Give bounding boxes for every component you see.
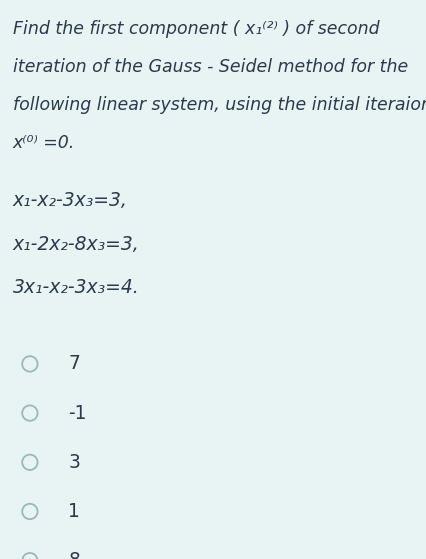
- Text: x⁽⁰⁾ =0.: x⁽⁰⁾ =0.: [13, 134, 75, 151]
- Ellipse shape: [22, 356, 37, 372]
- Text: x₁-x₂-3x₃=3,: x₁-x₂-3x₃=3,: [13, 191, 127, 210]
- Text: 1: 1: [68, 502, 80, 521]
- Ellipse shape: [22, 504, 37, 519]
- Text: 3x₁-x₂-3x₃=4.: 3x₁-x₂-3x₃=4.: [13, 278, 139, 297]
- Text: 8: 8: [68, 551, 80, 559]
- Text: following linear system, using the initial iteraion: following linear system, using the initi…: [13, 96, 426, 113]
- Text: Find the first component ( x₁⁽²⁾ ) of second: Find the first component ( x₁⁽²⁾ ) of se…: [13, 20, 379, 37]
- Ellipse shape: [22, 405, 37, 421]
- Text: iteration of the Gauss - Seidel method for the: iteration of the Gauss - Seidel method f…: [13, 58, 407, 75]
- Text: x₁-2x₂-8x₃=3,: x₁-2x₂-8x₃=3,: [13, 235, 139, 254]
- Ellipse shape: [22, 454, 37, 470]
- Text: 3: 3: [68, 453, 80, 472]
- Text: -1: -1: [68, 404, 86, 423]
- Text: 7: 7: [68, 354, 80, 373]
- Ellipse shape: [22, 553, 37, 559]
